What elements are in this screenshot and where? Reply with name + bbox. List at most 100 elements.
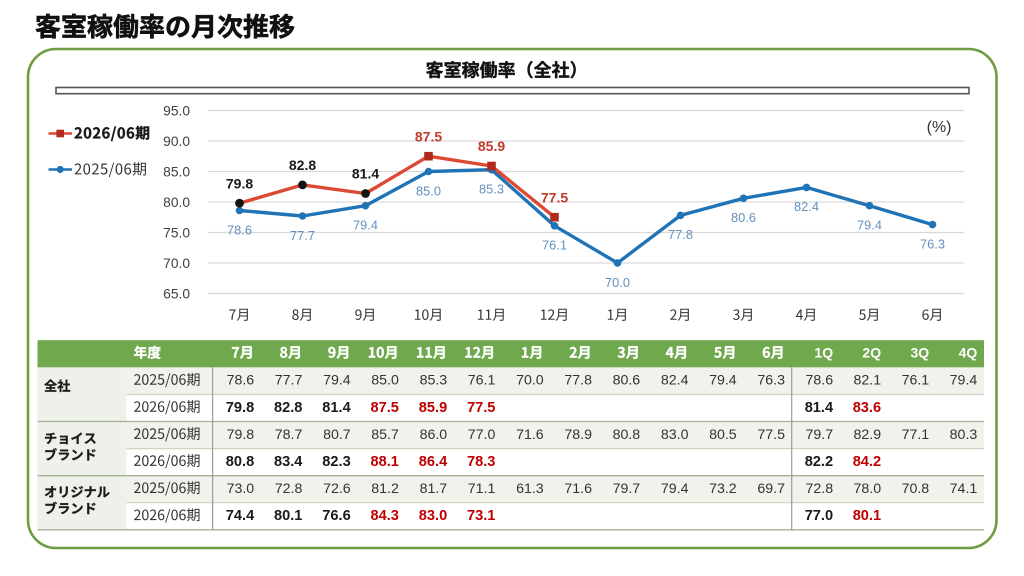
svg-text:82.3: 82.3 [322, 454, 350, 470]
svg-text:72.8: 72.8 [805, 481, 833, 497]
svg-text:74.4: 74.4 [226, 508, 255, 524]
svg-text:71.6: 71.6 [564, 481, 592, 497]
svg-text:79.4: 79.4 [950, 373, 978, 389]
svg-text:80.5: 80.5 [709, 427, 737, 443]
svg-text:71.6: 71.6 [516, 427, 544, 443]
svg-text:83.6: 83.6 [853, 400, 881, 416]
svg-text:77.8: 77.8 [668, 227, 693, 242]
svg-text:85.0: 85.0 [163, 164, 190, 179]
svg-text:80.1: 80.1 [853, 508, 881, 524]
svg-text:4Q: 4Q [959, 345, 978, 361]
svg-text:70.0: 70.0 [605, 275, 630, 290]
svg-text:87.5: 87.5 [370, 400, 398, 416]
svg-text:77.1: 77.1 [902, 427, 930, 443]
svg-text:80.8: 80.8 [613, 427, 641, 443]
svg-text:79.8: 79.8 [226, 400, 254, 416]
svg-text:71.1: 71.1 [468, 481, 496, 497]
svg-text:73.1: 73.1 [467, 508, 495, 524]
svg-text:72.8: 72.8 [275, 481, 303, 497]
svg-text:76.3: 76.3 [757, 373, 785, 389]
svg-text:80.3: 80.3 [950, 427, 978, 443]
svg-text:70.8: 70.8 [902, 481, 930, 497]
svg-text:(%): (%) [927, 119, 952, 136]
svg-text:78.6: 78.6 [805, 373, 833, 389]
svg-text:77.0: 77.0 [468, 427, 496, 443]
svg-text:78.9: 78.9 [564, 427, 592, 443]
svg-text:85.9: 85.9 [419, 400, 447, 416]
svg-text:78.7: 78.7 [275, 427, 303, 443]
svg-text:77.0: 77.0 [805, 508, 833, 524]
svg-text:76.1: 76.1 [542, 238, 567, 253]
svg-text:82.8: 82.8 [289, 157, 316, 173]
svg-text:74.1: 74.1 [950, 481, 978, 497]
svg-text:81.4: 81.4 [352, 166, 379, 182]
svg-text:83.0: 83.0 [419, 508, 447, 524]
svg-text:77.7: 77.7 [275, 373, 303, 389]
svg-text:82.4: 82.4 [661, 373, 689, 389]
svg-text:79.4: 79.4 [857, 218, 882, 233]
svg-text:61.3: 61.3 [516, 481, 544, 497]
svg-text:79.4: 79.4 [709, 373, 737, 389]
svg-text:1Q: 1Q [814, 345, 833, 361]
svg-text:65.0: 65.0 [163, 286, 190, 301]
svg-text:77.5: 77.5 [541, 189, 568, 205]
svg-text:69.7: 69.7 [757, 481, 785, 497]
svg-text:85.9: 85.9 [478, 138, 505, 154]
svg-text:82.2: 82.2 [805, 454, 833, 470]
svg-text:79.4: 79.4 [323, 373, 351, 389]
svg-text:78.3: 78.3 [467, 454, 495, 470]
svg-text:77.5: 77.5 [467, 400, 495, 416]
svg-text:81.4: 81.4 [805, 400, 834, 416]
svg-text:73.2: 73.2 [709, 481, 737, 497]
svg-text:95.0: 95.0 [163, 103, 190, 118]
svg-text:78.6: 78.6 [227, 373, 255, 389]
svg-text:76.6: 76.6 [322, 508, 350, 524]
svg-text:82.4: 82.4 [794, 199, 819, 214]
svg-text:82.8: 82.8 [274, 400, 302, 416]
svg-text:84.3: 84.3 [370, 508, 398, 524]
svg-text:81.4: 81.4 [322, 400, 351, 416]
svg-text:85.7: 85.7 [371, 427, 399, 443]
svg-text:88.1: 88.1 [370, 454, 398, 470]
svg-text:85.3: 85.3 [420, 373, 448, 389]
svg-text:80.8: 80.8 [226, 454, 254, 470]
svg-text:77.8: 77.8 [564, 373, 592, 389]
svg-text:70.0: 70.0 [163, 256, 190, 271]
svg-text:85.0: 85.0 [416, 183, 441, 198]
svg-text:76.1: 76.1 [902, 373, 930, 389]
svg-text:76.1: 76.1 [468, 373, 496, 389]
svg-text:86.0: 86.0 [420, 427, 448, 443]
svg-text:90.0: 90.0 [163, 134, 190, 149]
svg-text:79.4: 79.4 [353, 218, 378, 233]
svg-text:70.0: 70.0 [516, 373, 544, 389]
svg-text:79.4: 79.4 [661, 481, 689, 497]
svg-text:86.4: 86.4 [419, 454, 448, 470]
svg-text:83.0: 83.0 [661, 427, 689, 443]
svg-text:79.8: 79.8 [227, 427, 255, 443]
svg-text:80.1: 80.1 [274, 508, 302, 524]
svg-text:2Q: 2Q [862, 345, 881, 361]
svg-text:79.7: 79.7 [805, 427, 833, 443]
svg-text:75.0: 75.0 [163, 225, 190, 240]
svg-text:81.7: 81.7 [420, 481, 448, 497]
svg-text:82.1: 82.1 [853, 373, 881, 389]
svg-text:80.0: 80.0 [163, 195, 190, 210]
svg-text:77.7: 77.7 [290, 228, 315, 243]
svg-text:81.2: 81.2 [371, 481, 399, 497]
svg-text:78.6: 78.6 [227, 222, 252, 237]
svg-text:83.4: 83.4 [274, 454, 303, 470]
svg-text:80.7: 80.7 [323, 427, 351, 443]
svg-text:82.9: 82.9 [853, 427, 881, 443]
svg-text:77.5: 77.5 [757, 427, 785, 443]
svg-text:3Q: 3Q [911, 345, 930, 361]
svg-text:87.5: 87.5 [415, 128, 442, 144]
svg-text:80.6: 80.6 [613, 373, 641, 389]
svg-text:78.0: 78.0 [853, 481, 881, 497]
svg-text:76.3: 76.3 [920, 236, 945, 251]
svg-text:85.0: 85.0 [371, 373, 399, 389]
svg-text:72.6: 72.6 [323, 481, 351, 497]
svg-text:84.2: 84.2 [853, 454, 881, 470]
svg-text:80.6: 80.6 [731, 210, 756, 225]
svg-text:79.8: 79.8 [226, 175, 253, 191]
svg-text:85.3: 85.3 [479, 182, 504, 197]
